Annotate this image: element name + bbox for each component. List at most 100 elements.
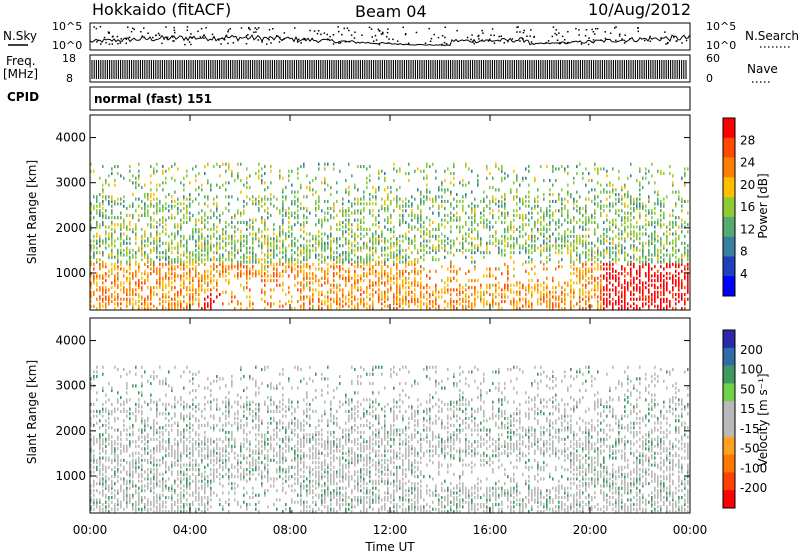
backscatter-cell [129, 213, 131, 217]
backscatter-cell [441, 199, 443, 203]
backscatter-cell [615, 274, 617, 278]
backscatter-cell [159, 239, 161, 243]
backscatter-cell [207, 274, 209, 278]
backscatter-cell [225, 220, 227, 224]
backscatter-cell [597, 286, 599, 290]
backscatter-cell [231, 258, 233, 262]
backscatter-cell [462, 225, 464, 229]
backscatter-cell [171, 241, 173, 245]
backscatter-cell [450, 190, 452, 194]
backscatter-cell [171, 272, 173, 276]
backscatter-cell [285, 265, 287, 269]
backscatter-cell [102, 286, 104, 290]
backscatter-cell [372, 209, 374, 213]
backscatter-cell [588, 267, 590, 271]
backscatter-cell [465, 223, 467, 227]
backscatter-cell [666, 304, 668, 308]
backscatter-cell [639, 274, 641, 278]
backscatter-cell [627, 253, 629, 257]
backscatter-cell [243, 258, 245, 262]
backscatter-cell [126, 304, 128, 308]
backscatter-cell [243, 265, 245, 269]
backscatter-cell [243, 183, 245, 187]
backscatter-cell [585, 279, 587, 283]
backscatter-cell [606, 174, 608, 178]
backscatter-cell [357, 199, 359, 203]
backscatter-cell [312, 179, 314, 183]
backscatter-cell [186, 302, 188, 306]
backscatter-cell [171, 307, 173, 311]
backscatter-cell [399, 206, 401, 210]
backscatter-cell [612, 183, 614, 187]
backscatter-cell [348, 220, 350, 224]
noise-search-dot [473, 42, 475, 45]
backscatter-cell [576, 253, 578, 257]
backscatter-cell [345, 258, 347, 262]
backscatter-cell [609, 267, 611, 271]
backscatter-cell [639, 181, 641, 185]
backscatter-cell [648, 241, 650, 245]
backscatter-cell [315, 239, 317, 243]
backscatter-cell [504, 253, 506, 257]
backscatter-cell [159, 283, 161, 287]
backscatter-cell [153, 286, 155, 290]
backscatter-cell [108, 295, 110, 299]
backscatter-cell [135, 269, 137, 273]
noise-search-dot [387, 28, 389, 30]
backscatter-cell [501, 202, 503, 206]
backscatter-cell [156, 255, 158, 259]
backscatter-cell [255, 234, 257, 238]
backscatter-cell [171, 302, 173, 306]
backscatter-cell [276, 269, 278, 273]
backscatter-cell [126, 290, 128, 294]
backscatter-cell [468, 248, 470, 252]
backscatter-cell [261, 179, 263, 183]
backscatter-cell [384, 262, 386, 266]
backscatter-cell [549, 304, 551, 308]
backscatter-cell [105, 213, 107, 217]
backscatter-cell [297, 204, 299, 208]
backscatter-cell [468, 304, 470, 308]
backscatter-cell [444, 179, 446, 183]
backscatter-cell [120, 307, 122, 311]
backscatter-cell [528, 260, 530, 264]
backscatter-cell [261, 204, 263, 208]
noise-search-dot [597, 27, 599, 30]
backscatter-cell [171, 267, 173, 271]
backscatter-cell [396, 239, 398, 243]
backscatter-cell [408, 241, 410, 245]
backscatter-cell [306, 251, 308, 255]
backscatter-cell [606, 279, 608, 283]
backscatter-cell [237, 262, 239, 266]
backscatter-cell [462, 304, 464, 308]
backscatter-cell [426, 244, 428, 248]
backscatter-cell [252, 260, 254, 264]
backscatter-cell [654, 274, 656, 278]
backscatter-cell [228, 267, 230, 271]
backscatter-cell [306, 216, 308, 220]
backscatter-cell [486, 274, 488, 278]
backscatter-cell [126, 241, 128, 245]
backscatter-cell [378, 262, 380, 266]
backscatter-cell [498, 241, 500, 245]
backscatter-cell [159, 237, 161, 241]
backscatter-cell [315, 223, 317, 227]
backscatter-cell [102, 165, 104, 169]
backscatter-cell [207, 234, 209, 238]
backscatter-cell [510, 302, 512, 306]
backscatter-cell [147, 255, 149, 259]
backscatter-cell [630, 272, 632, 276]
backscatter-cell [321, 300, 323, 304]
backscatter-cell [483, 300, 485, 304]
backscatter-cell [438, 206, 440, 210]
backscatter-cell [342, 225, 344, 229]
backscatter-cell [144, 209, 146, 213]
backscatter-cell [138, 267, 140, 271]
backscatter-cell [366, 186, 368, 190]
backscatter-cell [651, 253, 653, 257]
backscatter-cell [105, 265, 107, 269]
backscatter-cell [162, 220, 164, 224]
backscatter-cell [210, 279, 212, 283]
backscatter-cell [384, 202, 386, 206]
backscatter-cell [606, 286, 608, 290]
